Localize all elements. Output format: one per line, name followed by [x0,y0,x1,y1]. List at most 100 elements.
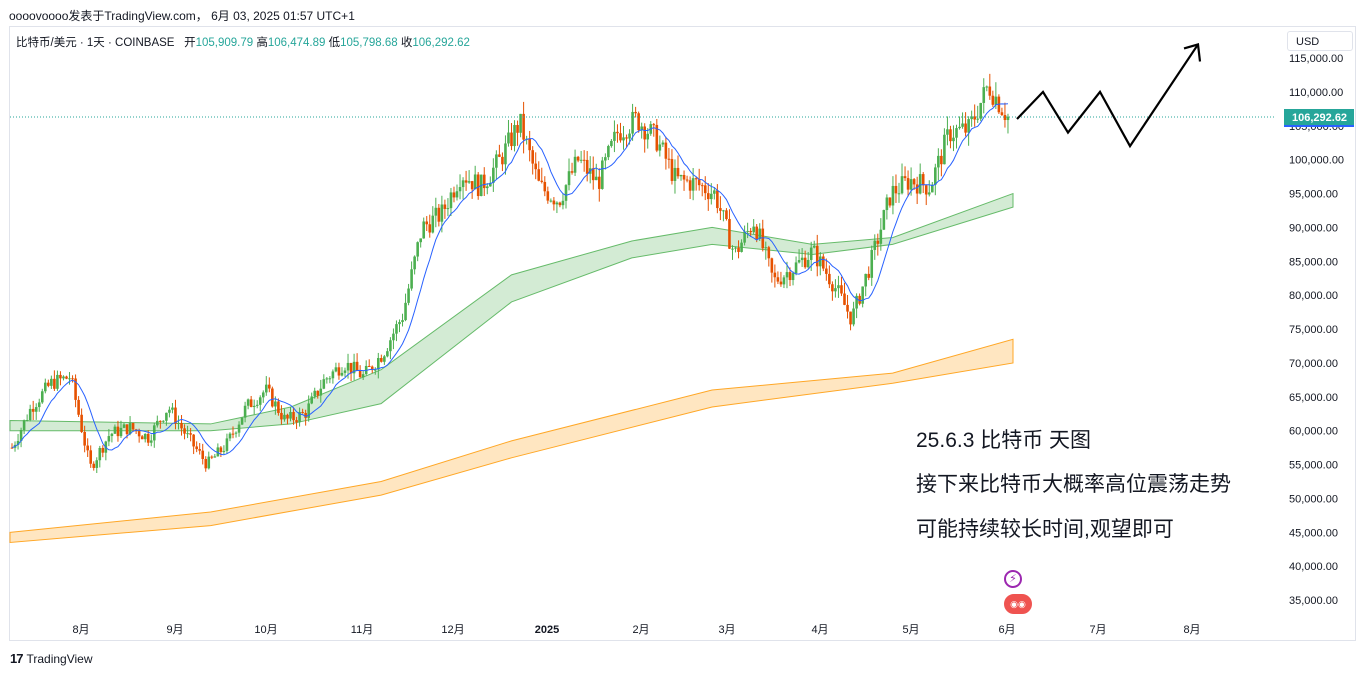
candle-body [128,423,132,435]
candle-body [670,159,674,181]
high-value: 106,474.89 [267,37,326,49]
candle-body [652,124,656,126]
candle-body [331,371,335,379]
y-tick-label: 95,000.00 [1289,189,1338,201]
candle-body [289,412,292,419]
candle-body [53,378,56,389]
candle-body [934,167,937,185]
ma-price-tag [1284,125,1354,128]
y-tick-label: 80,000.00 [1289,290,1338,302]
lightning-event-icon[interactable]: ⚡ [1004,570,1022,588]
open-label: 开 [184,37,196,49]
price-chart[interactable]: 35,000.00 40,000.00 45,000.00 50,000.00 55,0… [9,26,1356,641]
candle-body [286,414,289,419]
candle-body [22,420,26,431]
candle-body [358,370,362,378]
orange-band [9,338,1014,544]
tradingview-logo-icon[interactable]: 17 [10,651,24,666]
candle-body [47,382,50,386]
candle-body [973,116,976,120]
us-flag-event-icon[interactable]: ◉◉ [1004,594,1032,614]
candle-body [831,284,834,292]
candle-body [501,156,504,165]
last-price-tag [1284,109,1354,126]
candle-body [213,456,217,458]
candle-body [794,262,798,274]
candle-body [791,273,795,281]
candle-body [62,376,65,379]
candle-body [380,357,383,362]
candle-body [334,367,338,372]
candle-body [664,142,668,159]
candle-body [713,190,716,194]
candle-body [195,446,198,450]
candle-body [495,154,498,168]
y-tick-label: 115,000.00 [1289,53,1343,65]
candle-body [80,414,83,432]
candle-body [852,308,855,325]
candle-body [812,245,816,248]
candle-body [68,378,71,380]
candle-body [192,434,195,447]
candle-body [740,242,743,252]
candle-body [576,156,580,161]
candle-body [873,240,877,250]
candle-body [631,111,634,134]
candle-body [298,412,301,423]
candle-body [585,159,589,174]
candle-body [706,193,710,200]
candle-body [894,185,898,194]
projection-path [1016,43,1199,149]
candle-body [370,366,374,371]
candle-body [428,224,432,233]
candle-body [504,143,507,165]
high-label: 高 [256,37,268,49]
x-tick-label: 8月 [72,624,89,636]
ohlc-legend: 比特币/美元 · 1天 · COINBASE 开105,909.79 高106,… [16,34,470,50]
candle-body [343,370,347,373]
candle-body [149,440,153,443]
candle-body [528,138,531,151]
candle-body [773,272,777,278]
candle-body [846,304,849,312]
candle-body [92,463,96,468]
candle-body [746,230,749,232]
candle-body [113,426,117,434]
candle-body [537,169,541,181]
candle-body [159,420,162,422]
candle-body [725,210,728,220]
y-tick-label: 65,000.00 [1289,392,1338,404]
candle-body [679,175,683,177]
symbol-label[interactable]: 比特币/美元 · 1天 · COINBASE [16,37,175,49]
candle-body [643,126,646,140]
candle-body [943,134,946,165]
y-tick-label: 100,000.00 [1289,155,1344,167]
candle-body [219,447,223,452]
candle-body [249,399,253,408]
candle-body [422,221,426,239]
x-tick-label: 2月 [632,624,649,636]
candle-body [489,182,492,187]
candle-body [74,378,77,400]
candle-body [361,374,365,378]
candle-body [658,144,662,151]
candle-body [137,431,141,437]
x-tick-label: 12月 [441,624,464,636]
candle-body [310,396,313,404]
candle-body [95,460,99,468]
candle-body [125,424,129,435]
candle-body [779,281,783,285]
candle-body [661,142,665,145]
candle-body [837,285,840,289]
footer-brand[interactable]: TradingView [26,651,93,666]
candle-body [56,374,59,389]
y-tick-label: 85,000.00 [1289,256,1338,268]
candle-body [337,367,341,376]
currency-button[interactable]: USD [1287,31,1353,51]
candle-body [283,414,286,420]
candle-body [743,231,746,243]
candle-body [610,140,613,147]
y-tick-label: 70,000.00 [1289,358,1338,370]
candle-body [31,408,35,412]
candle-body [440,204,444,222]
